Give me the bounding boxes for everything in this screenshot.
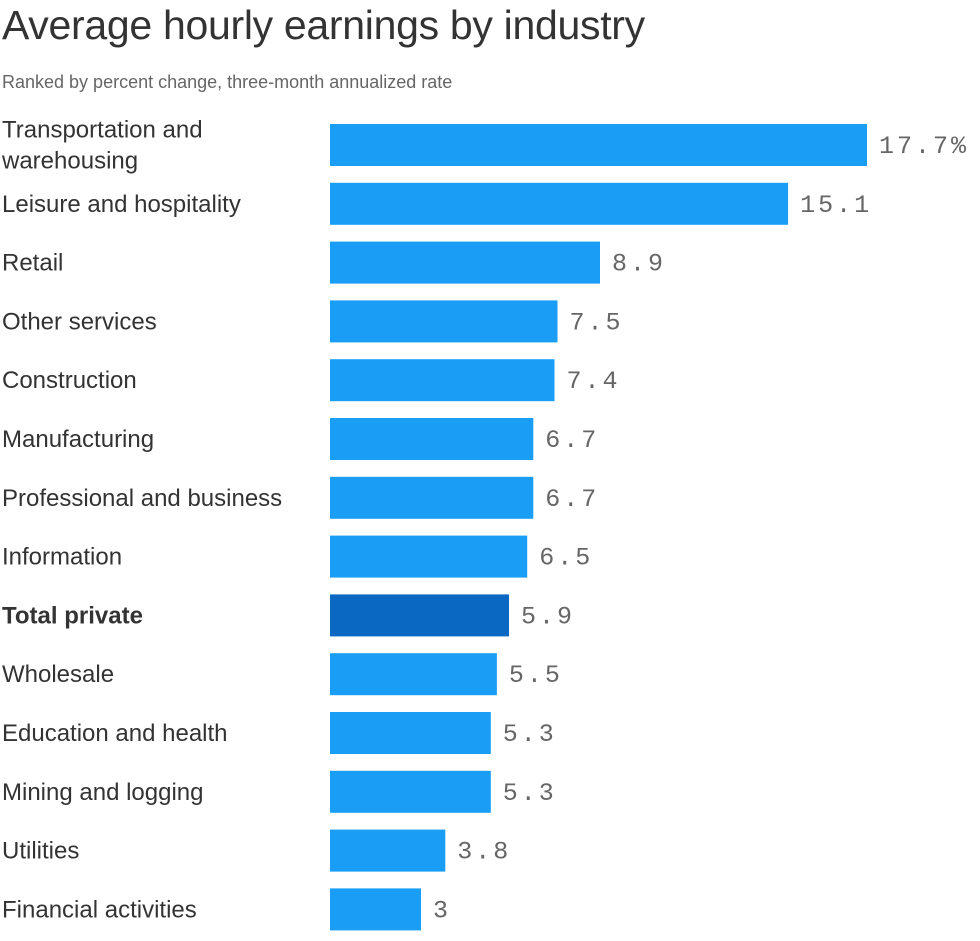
category-label-retail: Retail xyxy=(2,250,63,277)
category-label-total-private: Total private xyxy=(2,602,143,629)
category-label-leisure-and-hospitality: Leisure and hospitality xyxy=(2,191,241,218)
category-label-financial-activities: Financial activities xyxy=(2,896,197,923)
value-label-construction: 7.4 xyxy=(567,367,621,396)
bar-mining-and-logging xyxy=(330,770,491,813)
category-label-transportation-and-warehousing: Transportation and warehousing xyxy=(1,117,203,175)
bar-total-private xyxy=(330,594,509,637)
category-label-information: Information xyxy=(2,544,122,571)
value-label-education-and-health: 5.3 xyxy=(503,720,557,749)
bar-construction xyxy=(330,359,555,402)
value-label-retail: 8.9 xyxy=(612,250,666,279)
bar-education-and-health xyxy=(330,712,491,754)
category-label-education-and-health: Education and health xyxy=(2,720,228,747)
category-label-wholesale: Wholesale xyxy=(2,661,114,688)
bar-transportation-and-warehousing xyxy=(330,124,867,166)
bar-retail xyxy=(330,241,600,284)
bar-information xyxy=(330,535,528,578)
value-label-other-services: 7.5 xyxy=(570,308,624,337)
category-label-professional-and-business: Professional and business xyxy=(2,485,282,512)
bar-other-services xyxy=(330,300,558,343)
category-label-construction: Construction xyxy=(2,367,137,394)
value-label-manufacturing: 6.7 xyxy=(545,426,599,455)
bar-wholesale xyxy=(330,653,497,696)
chart-subtitle: Ranked by percent change, three-month an… xyxy=(2,72,453,92)
value-label-information: 6.5 xyxy=(539,544,593,573)
value-label-leisure-and-hospitality: 15.1 xyxy=(800,191,872,220)
category-label-mining-and-logging: Mining and logging xyxy=(2,779,203,806)
category-label-manufacturing: Manufacturing xyxy=(2,426,154,453)
chart-title: Average hourly earnings by industry xyxy=(2,2,645,48)
bar-manufacturing xyxy=(330,418,534,460)
bar-professional-and-business xyxy=(330,476,534,519)
value-label-mining-and-logging: 5.3 xyxy=(503,779,557,808)
value-label-wholesale: 5.5 xyxy=(509,661,563,690)
value-label-transportation-and-warehousing: 17.7% xyxy=(879,132,969,161)
bar-leisure-and-hospitality xyxy=(330,182,789,225)
bar-utilities xyxy=(330,829,446,872)
value-label-professional-and-business: 6.7 xyxy=(545,485,599,514)
value-label-total-private: 5.9 xyxy=(521,602,575,631)
value-label-utilities: 3.8 xyxy=(457,838,511,867)
bar-financial-activities xyxy=(330,888,421,931)
category-label-utilities: Utilities xyxy=(2,838,79,865)
category-label-other-services: Other services xyxy=(2,308,157,335)
value-label-financial-activities: 3 xyxy=(433,896,451,925)
